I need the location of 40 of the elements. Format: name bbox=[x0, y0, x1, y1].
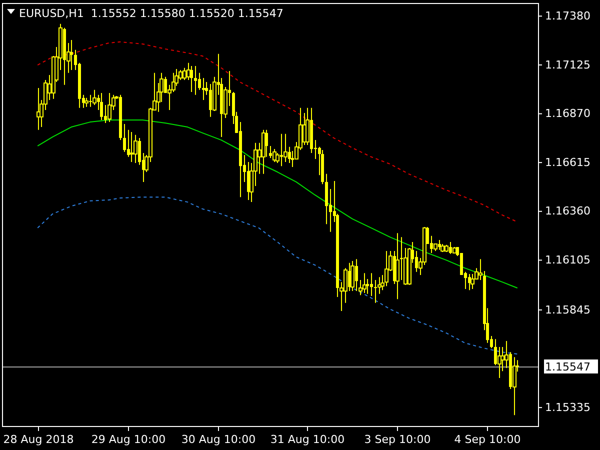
candlestick bbox=[194, 65, 197, 96]
candlestick bbox=[370, 272, 373, 297]
candlestick bbox=[202, 78, 205, 101]
x-tick-label: 29 Aug 10:00 bbox=[91, 433, 166, 446]
y-tick-label: 1.15845 bbox=[545, 303, 590, 316]
candlestick bbox=[130, 132, 134, 163]
candlestick bbox=[396, 232, 400, 300]
candlestick bbox=[182, 67, 186, 80]
x-tick-label: 4 Sep 10:00 bbox=[454, 433, 521, 446]
y-tick-label: 1.17125 bbox=[545, 58, 590, 72]
candlestick bbox=[92, 89, 96, 106]
candlestick bbox=[284, 133, 288, 163]
y-tick-label: 1.17380 bbox=[545, 9, 590, 22]
line-series bbox=[37, 41, 518, 222]
candlestick bbox=[100, 92, 103, 120]
x-tick-label: 28 Aug 2018 bbox=[3, 433, 74, 446]
candlestick bbox=[265, 129, 268, 158]
chart-title: EURUSD,H1 1.15552 1.15580 1.15520 1.15547 bbox=[19, 7, 284, 20]
y-tick-label: 1.16615 bbox=[545, 156, 590, 169]
candlestick bbox=[134, 134, 138, 164]
candlestick bbox=[70, 39, 73, 70]
ref-line-label: 1.15547 bbox=[545, 360, 590, 374]
candlestick bbox=[470, 274, 474, 290]
y-tick-label: 1.16870 bbox=[545, 107, 590, 120]
y-tick-label: 1.15335 bbox=[545, 400, 590, 414]
x-tick-label: 3 Sep 10:00 bbox=[364, 433, 431, 446]
line-series bbox=[37, 196, 518, 355]
y-tick-label: 1.16360 bbox=[545, 204, 590, 218]
candlestick bbox=[384, 250, 388, 287]
candlestick bbox=[190, 65, 193, 92]
candlestick bbox=[262, 129, 266, 174]
candlestick bbox=[198, 72, 201, 90]
y-tick-label: 1.16105 bbox=[545, 254, 590, 267]
x-tick-label: 30 Aug 10:00 bbox=[181, 433, 256, 446]
candlestick bbox=[500, 346, 504, 372]
candlestick bbox=[123, 123, 126, 152]
candlestick bbox=[362, 272, 366, 294]
x-tick-label: 31 Aug 10:00 bbox=[270, 433, 345, 446]
candlestick bbox=[350, 260, 354, 292]
candlestick bbox=[108, 92, 112, 123]
